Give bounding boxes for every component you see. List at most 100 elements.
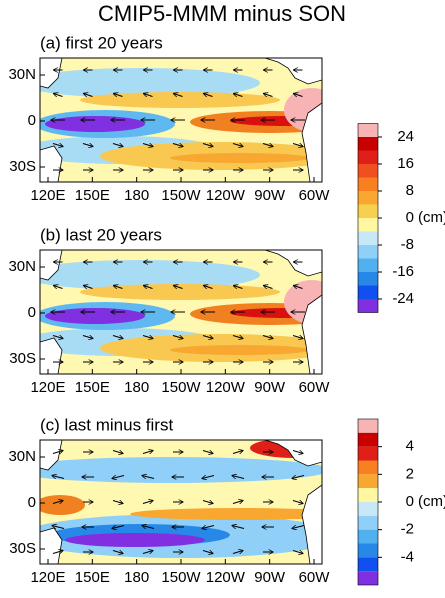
wind-arrow bbox=[292, 451, 303, 454]
wind-arrow bbox=[142, 551, 153, 554]
wind-arrow bbox=[52, 526, 65, 529]
colorbar-segment bbox=[358, 515, 378, 530]
colorbar-segment bbox=[358, 557, 378, 572]
x-tick-label: 60W bbox=[299, 569, 331, 586]
y-tick-label: 30N bbox=[8, 66, 36, 83]
contour-region bbox=[40, 457, 322, 483]
contour-region bbox=[170, 345, 310, 355]
colorbar-segment bbox=[358, 488, 378, 502]
wind-arrow bbox=[112, 501, 123, 504]
wind-arrow bbox=[234, 94, 243, 97]
colorbar-segment bbox=[358, 150, 378, 164]
wind-arrow bbox=[172, 336, 183, 339]
wind-arrow bbox=[142, 336, 153, 339]
wind-arrow bbox=[174, 94, 183, 97]
wind-arrow bbox=[232, 551, 243, 554]
wind-arrow bbox=[204, 286, 213, 289]
x-tick-label: 120W bbox=[206, 569, 246, 586]
x-tick-label: 60W bbox=[299, 187, 331, 204]
wind-arrow bbox=[142, 526, 155, 529]
x-tick-label: 120E bbox=[30, 569, 65, 586]
x-tick-label: 150W bbox=[161, 379, 201, 396]
colorbar-segment bbox=[358, 502, 378, 516]
x-tick-label: 120E bbox=[30, 379, 65, 396]
colorbar-segment bbox=[358, 299, 378, 313]
colorbar-tick-label: 0 bbox=[406, 493, 414, 510]
wind-arrow bbox=[142, 476, 155, 479]
wind-arrow bbox=[84, 286, 93, 289]
wind-arrow bbox=[144, 94, 153, 97]
wind-arrow bbox=[112, 451, 123, 454]
wind-arrow bbox=[232, 336, 243, 339]
land bbox=[40, 58, 63, 89]
wind-arrow bbox=[292, 551, 303, 554]
contour-region bbox=[230, 308, 322, 318]
colorbar-segment bbox=[358, 204, 378, 218]
contour-region bbox=[130, 508, 322, 520]
x-tick-label: 150E bbox=[75, 187, 110, 204]
wind-arrow bbox=[142, 501, 153, 504]
land bbox=[40, 440, 63, 471]
wind-arrow bbox=[292, 526, 305, 529]
wind-arrow bbox=[202, 501, 213, 504]
contour-region bbox=[80, 284, 280, 300]
colorbar-tick-label: 8 bbox=[406, 182, 414, 199]
contour-region bbox=[45, 116, 145, 132]
wind-arrow bbox=[144, 286, 153, 289]
x-tick-label: 90W bbox=[254, 569, 286, 586]
wind-arrow bbox=[294, 286, 303, 289]
wind-arrow bbox=[82, 144, 93, 147]
x-tick-label: 90W bbox=[254, 379, 286, 396]
wind-arrow bbox=[232, 476, 245, 479]
colorbar-segment bbox=[358, 543, 378, 558]
panel-label: (a) first 20 years bbox=[40, 33, 163, 52]
wind-arrow bbox=[112, 144, 123, 147]
wind-arrow bbox=[142, 451, 153, 454]
colorbar-segment bbox=[358, 137, 378, 151]
colorbar-tick-label: 0 bbox=[406, 209, 414, 226]
wind-arrow bbox=[52, 451, 63, 454]
wind-arrow bbox=[202, 476, 215, 479]
wind-arrow bbox=[52, 336, 63, 339]
wind-arrow bbox=[114, 286, 123, 289]
colorbar-segment bbox=[358, 258, 378, 272]
wind-arrow bbox=[84, 94, 93, 97]
land bbox=[301, 102, 322, 182]
wind-arrow bbox=[54, 286, 63, 289]
x-tick-label: 180 bbox=[124, 569, 149, 586]
colorbar-segment bbox=[358, 231, 378, 245]
colorbar-segment bbox=[358, 460, 378, 475]
map bbox=[40, 58, 322, 182]
x-tick-label: 150W bbox=[161, 187, 201, 204]
wind-arrow bbox=[204, 94, 213, 97]
wind-arrow bbox=[112, 336, 123, 339]
wind-arrow bbox=[52, 551, 63, 554]
wind-arrow bbox=[232, 451, 243, 454]
colorbar-segment bbox=[358, 432, 378, 447]
colorbar-segment bbox=[358, 164, 378, 178]
colorbar-segment bbox=[358, 177, 378, 191]
x-tick-label: 150W bbox=[161, 569, 201, 586]
land bbox=[40, 250, 63, 281]
x-tick-label: 60W bbox=[299, 379, 331, 396]
contour-region bbox=[65, 533, 205, 547]
x-tick-label: 180 bbox=[124, 379, 149, 396]
x-tick-label: 150E bbox=[75, 569, 110, 586]
contour-region bbox=[230, 116, 322, 126]
wind-arrow bbox=[112, 476, 125, 479]
colorbar-segment bbox=[358, 474, 378, 489]
y-tick-label: 0 bbox=[28, 494, 36, 511]
colorbar-unit: (cm) bbox=[418, 209, 445, 226]
y-tick-label: 30S bbox=[9, 158, 36, 175]
colorbar-tick-label: 24 bbox=[397, 128, 414, 145]
wind-arrow bbox=[114, 94, 123, 97]
land bbox=[264, 440, 322, 467]
title: CMIP5-MMM minus SON bbox=[98, 1, 346, 26]
x-tick-label: 90W bbox=[254, 187, 286, 204]
land bbox=[301, 294, 322, 374]
wind-arrow bbox=[112, 526, 125, 529]
colorbar-segment bbox=[358, 123, 378, 137]
x-tick-label: 150E bbox=[75, 379, 110, 396]
colorbar-tick-label: -4 bbox=[401, 548, 414, 565]
wind-arrow bbox=[232, 526, 245, 529]
